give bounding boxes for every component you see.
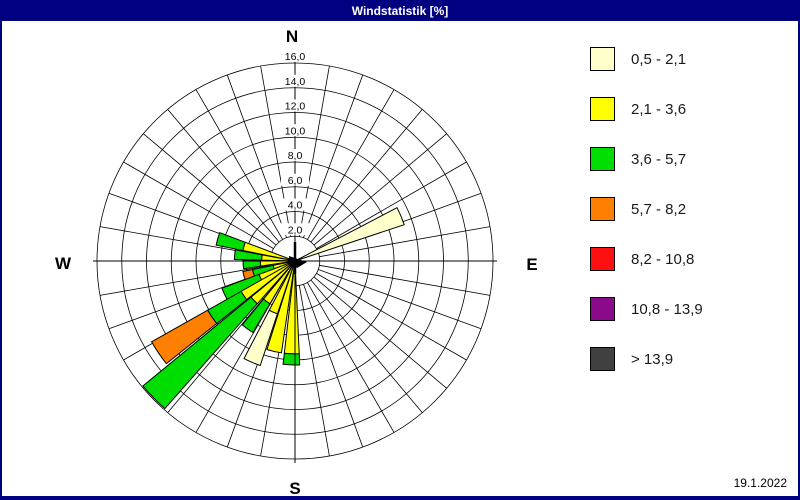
petal-segment [233,249,263,261]
petal-segment [241,298,271,334]
legend-item: 2,1 - 3,6 [590,97,790,121]
legend-swatch [590,247,615,271]
title-bar: Windstatistik [%] [0,0,800,21]
legend: 0,5 - 2,1 2,1 - 3,6 3,6 - 5,7 5,7 - 8,2 8,2 … [590,47,790,397]
center-marker [289,256,307,268]
petal-segment [242,259,262,270]
wind-rose-chart: 2,0 4,0 6,0 8,0 10,0 12,0 14,0 16,0 N E S W [55,27,538,496]
legend-swatch [590,297,615,321]
legend-swatch [590,47,615,71]
ring-label: 4,0 [288,200,303,212]
legend-swatch [590,197,615,221]
legend-swatch [590,97,615,121]
legend-label: 10,8 - 13,9 [631,300,703,318]
legend-item: 0,5 - 2,1 [590,47,790,71]
ring-label: 6,0 [288,175,303,187]
ring-label: 8,0 [288,150,303,162]
legend-item: 8,2 - 10,8 [590,247,790,271]
petal-segment [142,296,259,410]
petal-segment [243,309,279,367]
petal-segment [150,309,218,365]
legend-swatch [590,147,615,171]
legend-label: 2,1 - 3,6 [631,100,687,118]
petal-segment [294,207,405,262]
ring-label: 10,0 [285,125,306,137]
legend-label: 0,5 - 2,1 [631,50,687,68]
petal-segment [266,260,296,354]
legend-item: 10,8 - 13,9 [590,297,790,321]
ring-label: 14,0 [285,76,306,88]
petal-segment [282,352,301,366]
petal-segment [215,232,246,252]
legend-label: 3,6 - 5,7 [631,150,687,168]
legend-label: 5,7 - 8,2 [631,200,687,218]
ring-label: 2,0 [288,224,303,236]
legend-label: > 13,9 [631,350,674,368]
window-title: Windstatistik [%] [351,3,449,18]
compass-label-north: N [286,27,298,46]
compass-label-south: S [289,479,300,496]
date-label: 19.1.2022 [733,476,787,490]
compass-label-west: W [55,254,72,273]
petal-segment [221,273,263,301]
legend-label: 8,2 - 10,8 [631,250,695,268]
ring-label: 12,0 [285,101,306,113]
legend-item: > 13,9 [590,347,790,371]
legend-swatch [590,347,615,371]
legend-item: 5,7 - 8,2 [590,197,790,221]
ring-label: 16,0 [285,51,306,63]
legend-item: 3,6 - 5,7 [590,147,790,171]
compass-label-east: E [526,255,537,274]
content-area: 2,0 4,0 6,0 8,0 10,0 12,0 14,0 16,0 N E S W 0,5 - 2… [2,21,798,496]
